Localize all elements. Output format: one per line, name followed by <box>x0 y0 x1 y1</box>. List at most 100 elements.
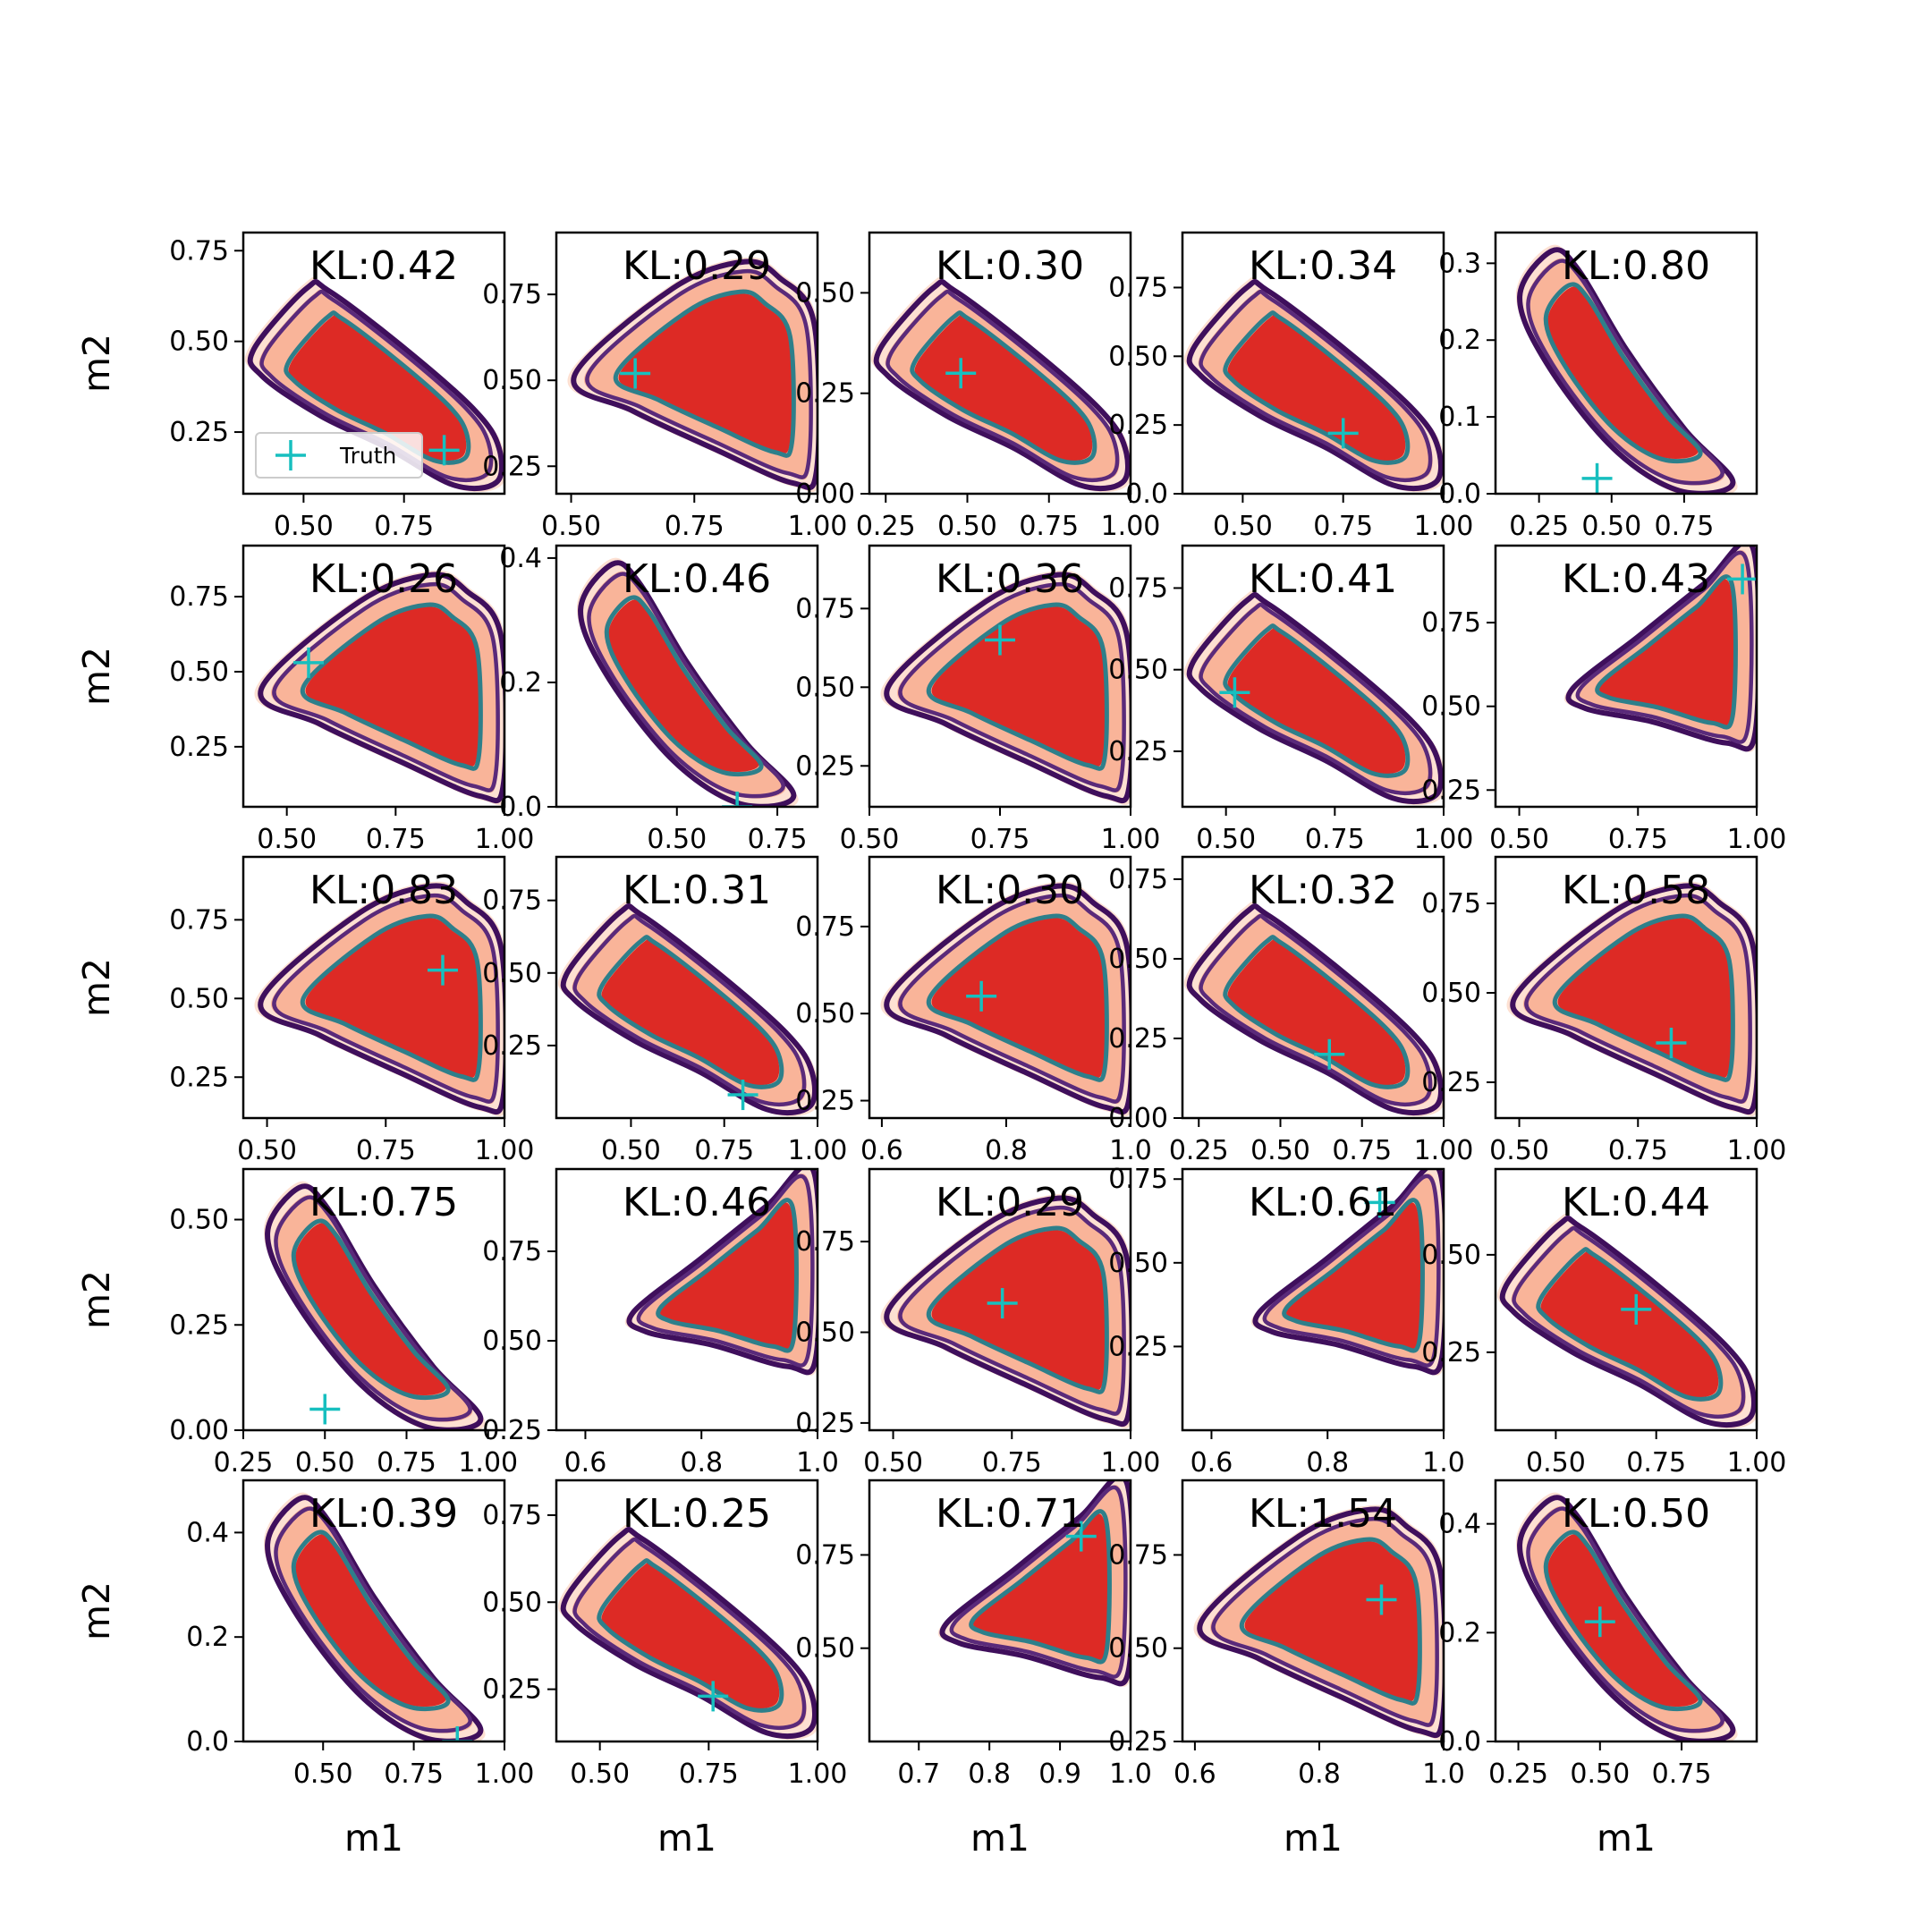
density-fill-core <box>931 606 1106 767</box>
y-tick-label: 0.75 <box>482 279 542 310</box>
panel-3-4: 0.50 0.75 1.00 0.25 0.50 KL:0.44 <box>1421 1167 1786 1479</box>
contour-inner <box>613 289 796 458</box>
y-tick-label: 0.25 <box>1421 775 1481 806</box>
x-tick-label: 0.8 <box>985 1135 1028 1166</box>
contour-inner <box>1223 623 1411 778</box>
axes-frame <box>1181 231 1445 496</box>
density-fill-core <box>1598 579 1734 726</box>
x-tick-label: 0.75 <box>1332 1135 1392 1166</box>
truth-marker <box>428 435 460 466</box>
panel-3-1: 0.6 0.8 1.0 0.25 0.50 0.75 KL:0.46 <box>482 1167 839 1479</box>
panel-4-0: 0.50 0.75 1.00 0.0 0.2 0.4 KL:0.39 m2 m1 <box>75 1479 534 1860</box>
x-tick-label: 1.0 <box>1109 1758 1152 1790</box>
x-tick-label: 0.50 <box>1213 511 1273 542</box>
x-tick-label: 0.75 <box>970 824 1030 855</box>
density-layers <box>263 1181 486 1430</box>
x-tick-label: 0.25 <box>1488 1758 1548 1790</box>
truth-marker <box>1656 1028 1687 1058</box>
legend-box <box>255 432 423 479</box>
contour-outer <box>1186 903 1444 1116</box>
x-tick-label: 0.75 <box>665 511 724 542</box>
truth-marker <box>1314 1038 1345 1070</box>
x-tick-label: 1.0 <box>1422 1758 1465 1790</box>
truth-marker <box>987 1288 1018 1319</box>
y-tick-label: 0.4 <box>499 543 542 574</box>
density-layers <box>576 557 799 807</box>
y-tick-label: 0.75 <box>1108 864 1168 895</box>
x-axis-label: m1 <box>1597 1817 1656 1860</box>
y-tick-label: 0.75 <box>795 593 855 624</box>
panel-0-3: 0.50 0.75 1.00 0.0 0.25 0.50 0.75 KL:0.34 <box>1108 231 1473 542</box>
y-tick-label: 0.00 <box>1108 1103 1168 1134</box>
contour-mid <box>585 268 813 479</box>
panel-3-3: 0.6 0.8 1.0 0.25 0.50 0.75 KL:0.61 <box>1108 1164 1465 1479</box>
kl-annotation: KL:1.54 <box>1249 1491 1397 1537</box>
kl-annotation: KL:0.39 <box>309 1491 458 1537</box>
kl-annotation: KL:0.34 <box>1249 243 1397 289</box>
y-axis-label: m2 <box>75 647 118 706</box>
y-axis-label: m2 <box>75 1270 118 1329</box>
y-tick-label: 0.50 <box>1108 944 1168 975</box>
contour-outer <box>884 883 1131 1115</box>
truth-marker <box>1327 418 1359 449</box>
x-tick-label: 0.50 <box>1489 1135 1549 1166</box>
y-tick-label: 0.25 <box>482 1415 542 1446</box>
x-tick-label: 0.75 <box>1305 824 1365 855</box>
panel-2-3: 0.25 0.50 0.75 1.000.000.250.500.75 KL:0.32 <box>1108 855 1473 1166</box>
x-tick-label: 0.50 <box>937 511 997 542</box>
x-tick-label: 0.25 <box>1169 1135 1229 1166</box>
kl-annotation: KL:0.31 <box>623 868 771 913</box>
x-tick-label: 1.00 <box>458 1447 518 1479</box>
y-tick-label: 0.25 <box>169 417 229 448</box>
contour-mid <box>272 893 500 1104</box>
y-tick-label: 0.25 <box>1421 1337 1481 1368</box>
x-axis-label: m1 <box>344 1817 403 1860</box>
axes-frame <box>555 544 819 809</box>
density-layers <box>1515 1492 1738 1741</box>
density-layers <box>1506 881 1757 1117</box>
y-tick-label: 0.4 <box>1438 1509 1481 1540</box>
kl-annotation: KL:0.46 <box>623 556 771 602</box>
contour-inner <box>656 1198 799 1353</box>
density-fill-core <box>618 293 792 453</box>
density-layers <box>1193 1504 1444 1741</box>
density-fill-core <box>1547 286 1699 460</box>
contour-mid <box>1512 1225 1746 1419</box>
kl-annotation: KL:0.29 <box>623 243 771 289</box>
contour-mid <box>587 572 785 799</box>
density-fill-core <box>1285 1202 1421 1350</box>
y-tick-label: 0.25 <box>1421 1067 1481 1098</box>
contour-mid <box>1575 550 1754 744</box>
y-tick-label: 0.75 <box>795 1539 855 1571</box>
contour-mid <box>1526 1506 1724 1733</box>
contour-outer <box>884 572 1131 804</box>
contour-mid <box>272 581 500 792</box>
truth-marker <box>727 1080 758 1111</box>
panel-1-1: 0.50 0.75 0.0 0.2 0.4 KL:0.46 <box>499 543 819 855</box>
x-tick-label: 0.9 <box>1038 1758 1081 1790</box>
density-fill-core <box>1244 1541 1419 1701</box>
panel-0-4: 0.25 0.50 0.75 0.0 0.1 0.2 0.3 KL:0.80 <box>1438 231 1758 542</box>
x-tick-label: 0.6 <box>564 1447 607 1479</box>
y-tick-label: 0.75 <box>482 886 542 917</box>
contour-outer <box>884 1195 1131 1428</box>
kl-annotation: KL:0.32 <box>1249 868 1397 913</box>
density-fill-core <box>931 1230 1106 1390</box>
x-tick-label: 0.50 <box>601 1135 661 1166</box>
density-fill-core <box>1227 315 1406 462</box>
truth-marker <box>620 358 651 389</box>
x-tick-label: 0.25 <box>214 1447 274 1479</box>
y-tick-label: 0.75 <box>482 1236 542 1267</box>
y-tick-label: 0.50 <box>169 326 229 358</box>
density-layers <box>1183 902 1444 1117</box>
x-axis-label: m1 <box>657 1817 716 1860</box>
axes-frame <box>555 231 819 496</box>
y-tick-label: 0.50 <box>795 277 855 309</box>
kl-annotation: KL:0.42 <box>309 243 458 289</box>
y-tick-label: 0.75 <box>1108 272 1168 303</box>
contour-outer <box>560 1527 818 1740</box>
y-tick-label: 0.1 <box>1438 402 1481 433</box>
y-tick-label: 0.0 <box>1438 479 1481 510</box>
y-tick-label: 0.0 <box>1125 479 1168 510</box>
y-tick-label: 0.50 <box>795 1318 855 1349</box>
